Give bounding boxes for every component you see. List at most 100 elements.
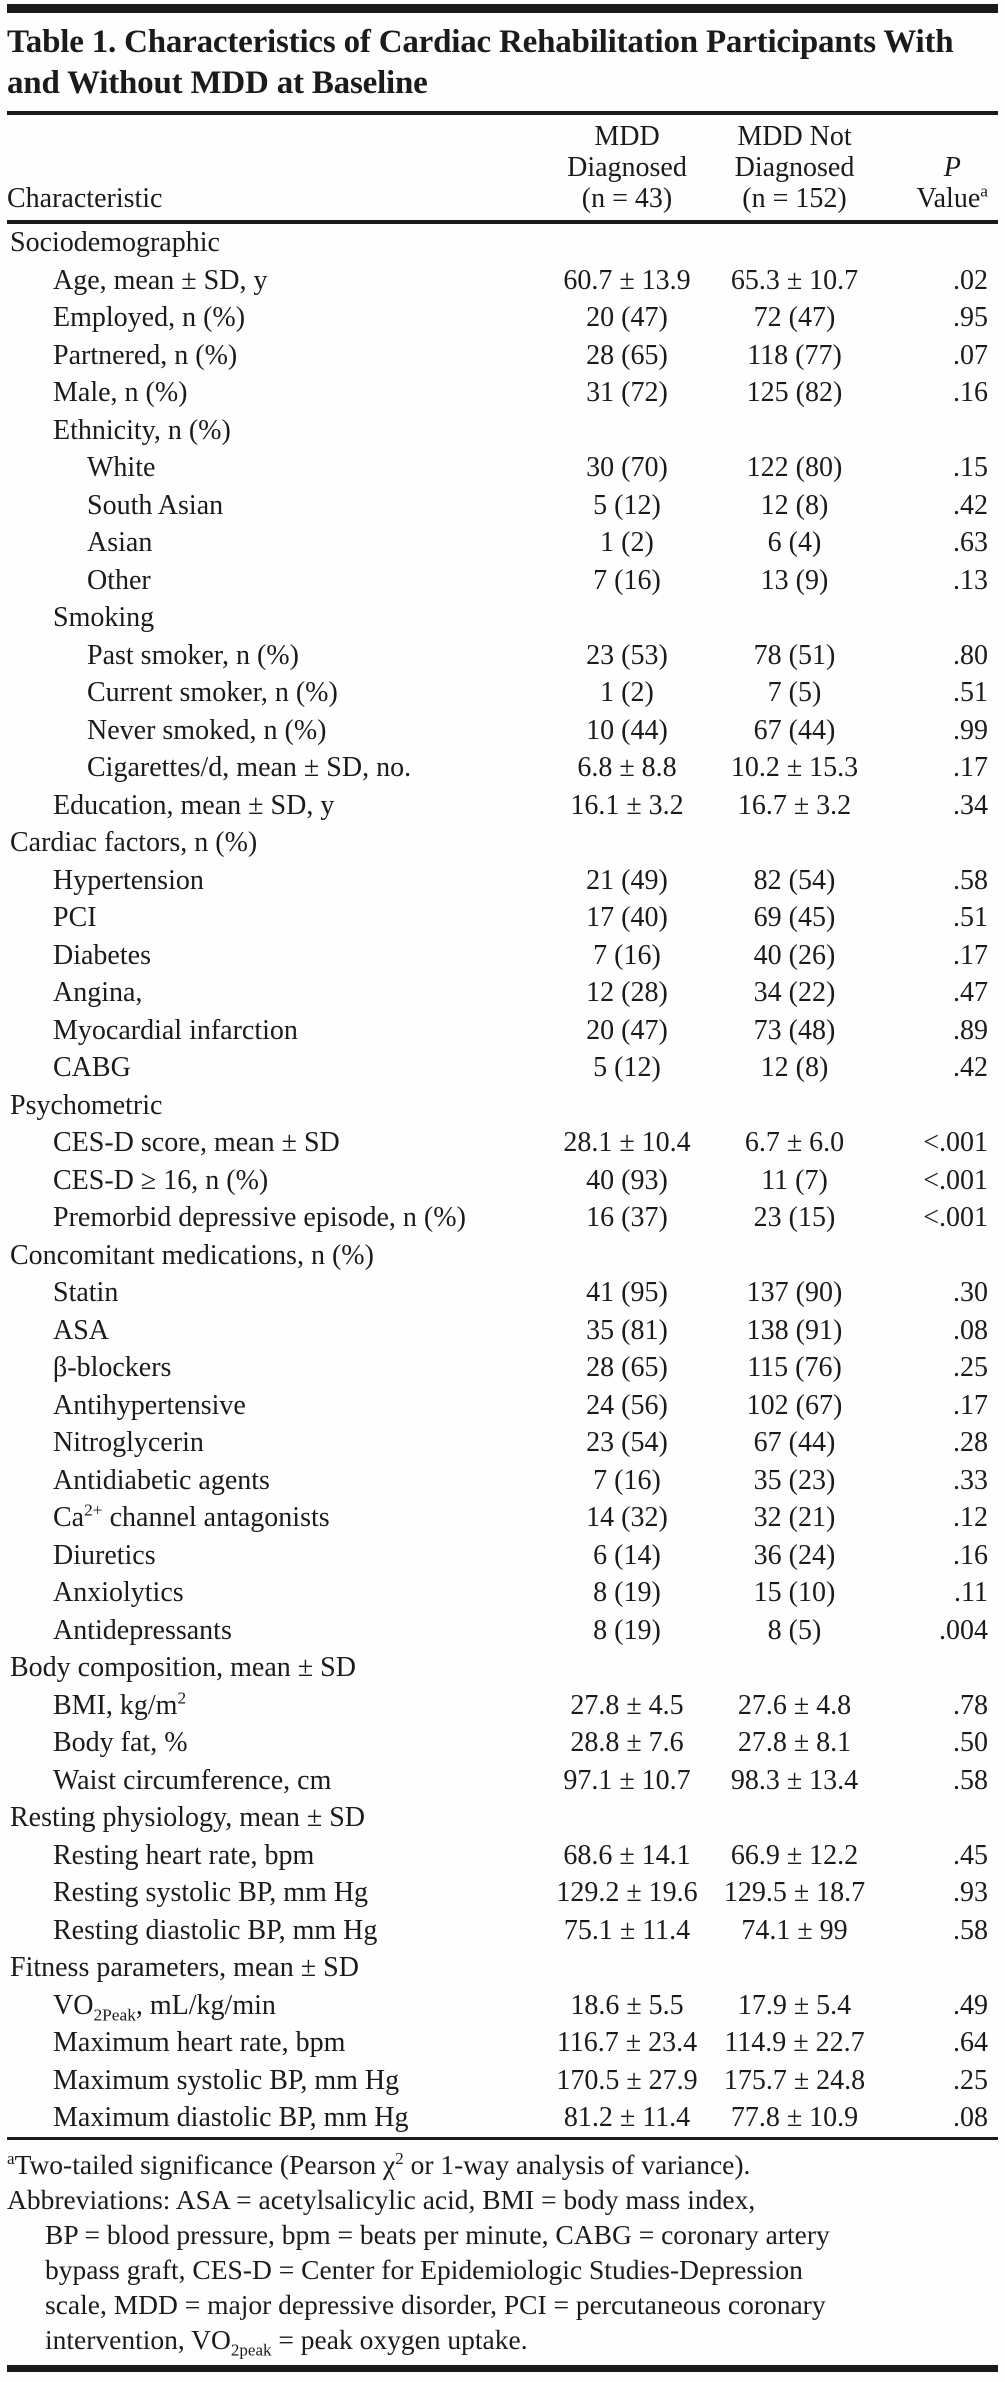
row-label: Hypertension: [53, 864, 204, 896]
row-p-value: .45: [953, 1839, 988, 1871]
table-row: Sociodemographic: [7, 224, 998, 262]
table-row: Resting physiology, mean ± SD: [7, 1799, 998, 1837]
row-value-mdd: 27.8 ± 4.5: [570, 1689, 684, 1721]
row-p-value: .25: [953, 2064, 988, 2096]
footnote-line: aTwo-tailed significance (Pearson χ2 or …: [7, 2148, 751, 2180]
row-label: Psychometric: [10, 1089, 163, 1121]
row-p-value: [887, 1799, 998, 1837]
row-label: Myocardial infarction: [53, 1014, 298, 1046]
row-label: ASA: [53, 1314, 110, 1346]
table-row: Other 7 (16) 13 (9) .13: [7, 562, 998, 600]
row-value-mdd: 31 (72): [586, 377, 668, 408]
table-row: Cardiac factors, n (%): [7, 824, 998, 862]
row-label: Antidepressants: [53, 1614, 232, 1646]
row-value-mdd: 1 (2): [600, 527, 654, 558]
row-value-no-mdd: 137 (90): [746, 1277, 843, 1308]
footnote-marker-a: a: [980, 181, 988, 201]
row-value-mdd: 6 (14): [593, 1539, 661, 1571]
row-value-no-mdd: 17.9 ± 5.4: [737, 1989, 852, 2021]
row-value-no-mdd: [702, 1949, 887, 1987]
row-value-mdd: 5 (12): [593, 1052, 661, 1083]
row-value-no-mdd: 35 (23): [753, 1464, 836, 1496]
footnote-line: Abbreviations: ASA = acetylsalicylic aci…: [7, 2183, 756, 2215]
table-row: Antidiabetic agents 7 (16) 35 (23) .33: [7, 1462, 998, 1500]
row-p-value: .30: [953, 1277, 988, 1308]
row-label: White: [87, 452, 156, 483]
row-value-mdd: 116.7 ± 23.4: [556, 2027, 698, 2058]
footnote-line: scale, MDD = major depressive disorder, …: [45, 2288, 826, 2320]
row-p-value: .11: [954, 1577, 988, 1608]
row-p-value: .17: [953, 939, 988, 971]
row-p-value: .58: [953, 1914, 988, 1946]
row-value-mdd: 5 (12): [593, 489, 661, 521]
row-label: Employed, n (%): [53, 302, 246, 333]
row-value-no-mdd: 66.9 ± 12.2: [730, 1839, 859, 1871]
row-value-no-mdd: 69 (45): [753, 902, 836, 933]
row-value-no-mdd: [702, 1799, 887, 1837]
row-p-value: .02: [953, 264, 988, 296]
row-value-mdd: 129.2 ± 19.6: [556, 1877, 698, 1908]
footnote-line: intervention, VO2peak = peak oxygen upta…: [45, 2323, 528, 2359]
row-p-value: .95: [953, 302, 988, 333]
row-p-value: .64: [953, 2027, 988, 2058]
row-p-value: .25: [953, 1352, 988, 1383]
row-value-mdd: 8 (19): [593, 1577, 661, 1608]
row-value-no-mdd: [702, 1649, 887, 1687]
row-value-mdd: 23 (54): [586, 1427, 668, 1458]
table-row: Resting systolic BP, mm Hg 129.2 ± 19.6 12…: [7, 1874, 998, 1912]
table-row: Partnered, n (%) 28 (65) 118 (77) .07: [7, 337, 998, 375]
row-p-value: .80: [953, 639, 988, 671]
row-p-value: .78: [953, 1689, 988, 1721]
table-row: Angina, 12 (28) 34 (22) .47: [7, 974, 998, 1012]
row-p-value: [887, 824, 998, 862]
table-row: BMI, kg/m2 27.8 ± 4.5 27.6 ± 4.8 .78: [7, 1687, 998, 1725]
table-row: Maximum systolic BP, mm Hg 170.5 ± 27.9 17…: [7, 2062, 998, 2100]
table-row: Antihypertensive 24 (56) 102 (67) .17: [7, 1387, 998, 1425]
row-label: PCI: [53, 902, 97, 933]
row-label: CABG: [53, 1052, 131, 1083]
row-label: Smoking: [53, 602, 155, 633]
row-label: CES-D ≥ 16, n (%): [53, 1164, 269, 1196]
column-header-characteristic: Characteristic: [7, 183, 163, 214]
row-value-no-mdd: [702, 1237, 887, 1275]
row-value-mdd: 7 (16): [593, 939, 661, 971]
row-p-value: .16: [953, 1539, 988, 1571]
row-value-mdd: [552, 412, 702, 450]
row-value-mdd: 1 (2): [600, 677, 654, 708]
row-value-no-mdd: 129.5 ± 18.7: [723, 1877, 866, 1908]
table-row: Ethnicity, n (%): [7, 412, 998, 450]
row-value-mdd: [552, 1237, 702, 1275]
row-value-no-mdd: 7 (5): [767, 677, 822, 708]
top-border-bar: [7, 4, 998, 13]
row-value-no-mdd: 67 (44): [753, 714, 836, 746]
row-value-mdd: 40 (93): [586, 1164, 668, 1196]
row-label: Premorbid depressive episode, n (%): [53, 1202, 466, 1233]
row-label: Maximum diastolic BP, mm Hg: [53, 2102, 409, 2133]
row-label: CES-D score, mean ± SD: [53, 1127, 340, 1158]
row-p-value: .15: [953, 452, 988, 483]
row-value-mdd: 30 (70): [586, 452, 668, 483]
row-value-no-mdd: 36 (24): [753, 1539, 836, 1571]
row-value-mdd: 81.2 ± 11.4: [563, 2102, 691, 2133]
row-value-mdd: 7 (16): [593, 564, 661, 596]
table-row: Age, mean ± SD, y 60.7 ± 13.9 65.3 ± 10.7.…: [7, 262, 998, 300]
row-value-mdd: 170.5 ± 27.9: [556, 2064, 698, 2096]
row-p-value: .28: [953, 1427, 988, 1458]
table-row: Body fat, % 28.8 ± 7.6 27.8 ± 8.1 .50: [7, 1724, 998, 1762]
row-p-value: .17: [953, 1389, 988, 1421]
row-label: Anxiolytics: [53, 1577, 184, 1608]
row-p-value: .08: [953, 2102, 988, 2133]
row-value-mdd: 21 (49): [586, 864, 668, 896]
row-value-mdd: 23 (53): [586, 639, 668, 671]
row-value-mdd: 97.1 ± 10.7: [563, 1764, 691, 1796]
table-row: Anxiolytics 8 (19) 15 (10) .11: [7, 1574, 998, 1612]
table-row: Maximum diastolic BP, mm Hg 81.2 ± 11.4 77…: [7, 2099, 998, 2137]
row-p-value: [887, 1087, 998, 1125]
row-label: Diabetes: [53, 939, 151, 971]
row-value-mdd: 8 (19): [593, 1614, 661, 1646]
row-label: Other: [87, 564, 151, 596]
row-label: Resting diastolic BP, mm Hg: [53, 1914, 378, 1946]
column-header-mdd-not-diagnosed: MDD Not Diagnosed (n = 152): [734, 121, 855, 214]
row-value-mdd: 17 (40): [586, 902, 668, 933]
